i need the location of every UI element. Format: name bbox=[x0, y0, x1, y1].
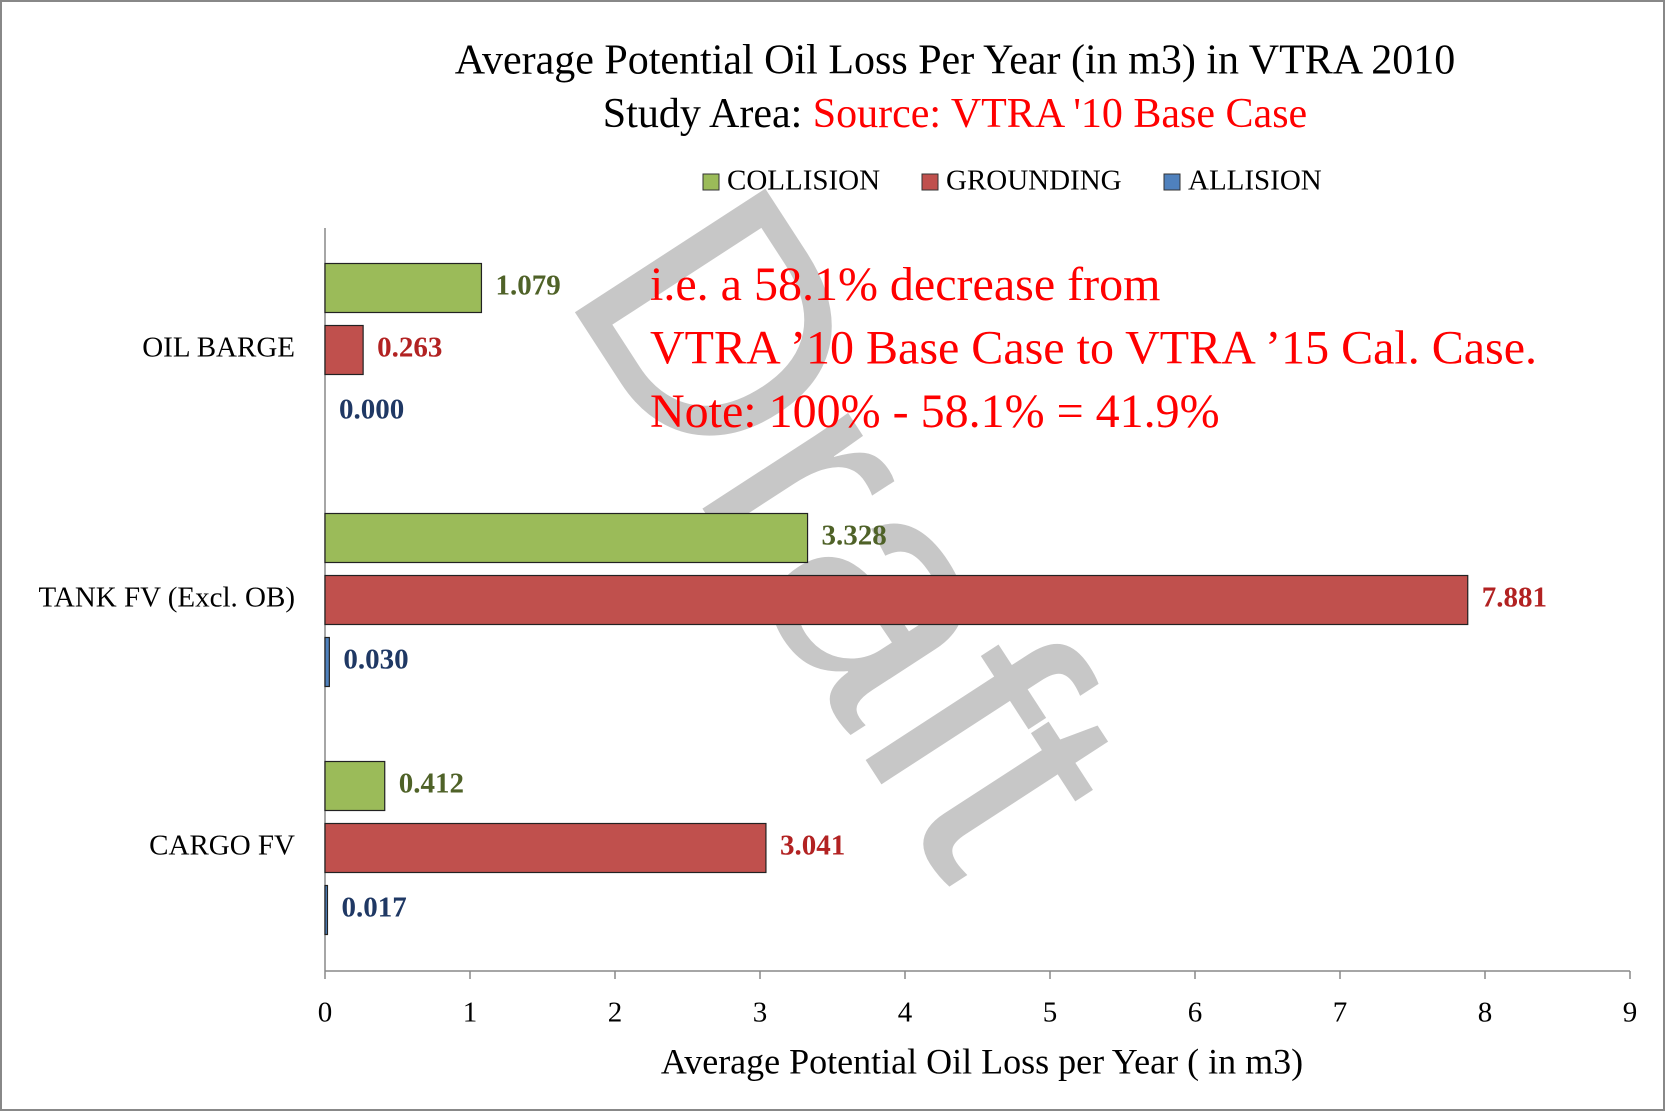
legend-label: ALLISION bbox=[1188, 165, 1322, 197]
subtitle: Study Area: bbox=[603, 91, 802, 137]
data-label: 3.328 bbox=[822, 520, 887, 552]
data-label: 0.412 bbox=[399, 768, 464, 800]
x-tick-label: 2 bbox=[608, 997, 623, 1029]
x-tick-label: 8 bbox=[1478, 997, 1493, 1029]
legend-swatch bbox=[921, 173, 939, 191]
data-label: 1.079 bbox=[495, 270, 560, 302]
bar bbox=[324, 262, 483, 314]
y-tick-label: CARGO FV bbox=[149, 830, 295, 862]
legend-label: COLLISION bbox=[727, 165, 880, 197]
data-label: 3.041 bbox=[780, 830, 845, 862]
x-tick-label: 4 bbox=[898, 997, 913, 1029]
x-tick-label: 7 bbox=[1333, 997, 1348, 1029]
chart-subtitle: Study Area: Source: VTRA '10 Base Case bbox=[603, 91, 1307, 137]
source: Source: VTRA '10 Base Case bbox=[813, 91, 1307, 137]
x-tick-label: 9 bbox=[1623, 997, 1638, 1029]
bar bbox=[324, 822, 767, 874]
data-label: 0.000 bbox=[339, 394, 404, 426]
annotation: i.e. a 58.1% decrease from bbox=[650, 258, 1160, 311]
y-tick-label: TANK FV (Excl. OB) bbox=[38, 582, 295, 614]
bar bbox=[324, 574, 1469, 626]
data-label: 0.017 bbox=[341, 892, 406, 924]
legend-label: GROUNDING bbox=[946, 165, 1122, 197]
bar bbox=[324, 512, 809, 564]
legend-swatch bbox=[1163, 173, 1181, 191]
bar bbox=[324, 884, 329, 936]
bar bbox=[324, 324, 364, 376]
x-tick-label: 0 bbox=[318, 997, 333, 1029]
x-tick-label: 1 bbox=[463, 997, 478, 1029]
x-tick-label: 3 bbox=[753, 997, 768, 1029]
data-label: 7.881 bbox=[1482, 582, 1547, 614]
annotation: Note: 100% - 58.1% = 41.9% bbox=[650, 385, 1220, 438]
chart-title: Average Potential Oil Loss Per Year (in … bbox=[455, 38, 1456, 84]
legend-swatch bbox=[702, 173, 720, 191]
data-label: 0.030 bbox=[343, 644, 408, 676]
x-tick-label: 6 bbox=[1188, 997, 1203, 1029]
bar bbox=[324, 636, 330, 688]
annotation: VTRA ’10 Base Case to VTRA ’15 Cal. Case… bbox=[650, 322, 1537, 375]
x-axis-label: Average Potential Oil Loss per Year ( in… bbox=[661, 1041, 1303, 1081]
y-tick-label: OIL BARGE bbox=[142, 332, 295, 364]
x-tick-label: 5 bbox=[1043, 997, 1058, 1029]
data-label: 0.263 bbox=[377, 332, 442, 364]
bar bbox=[324, 760, 386, 812]
